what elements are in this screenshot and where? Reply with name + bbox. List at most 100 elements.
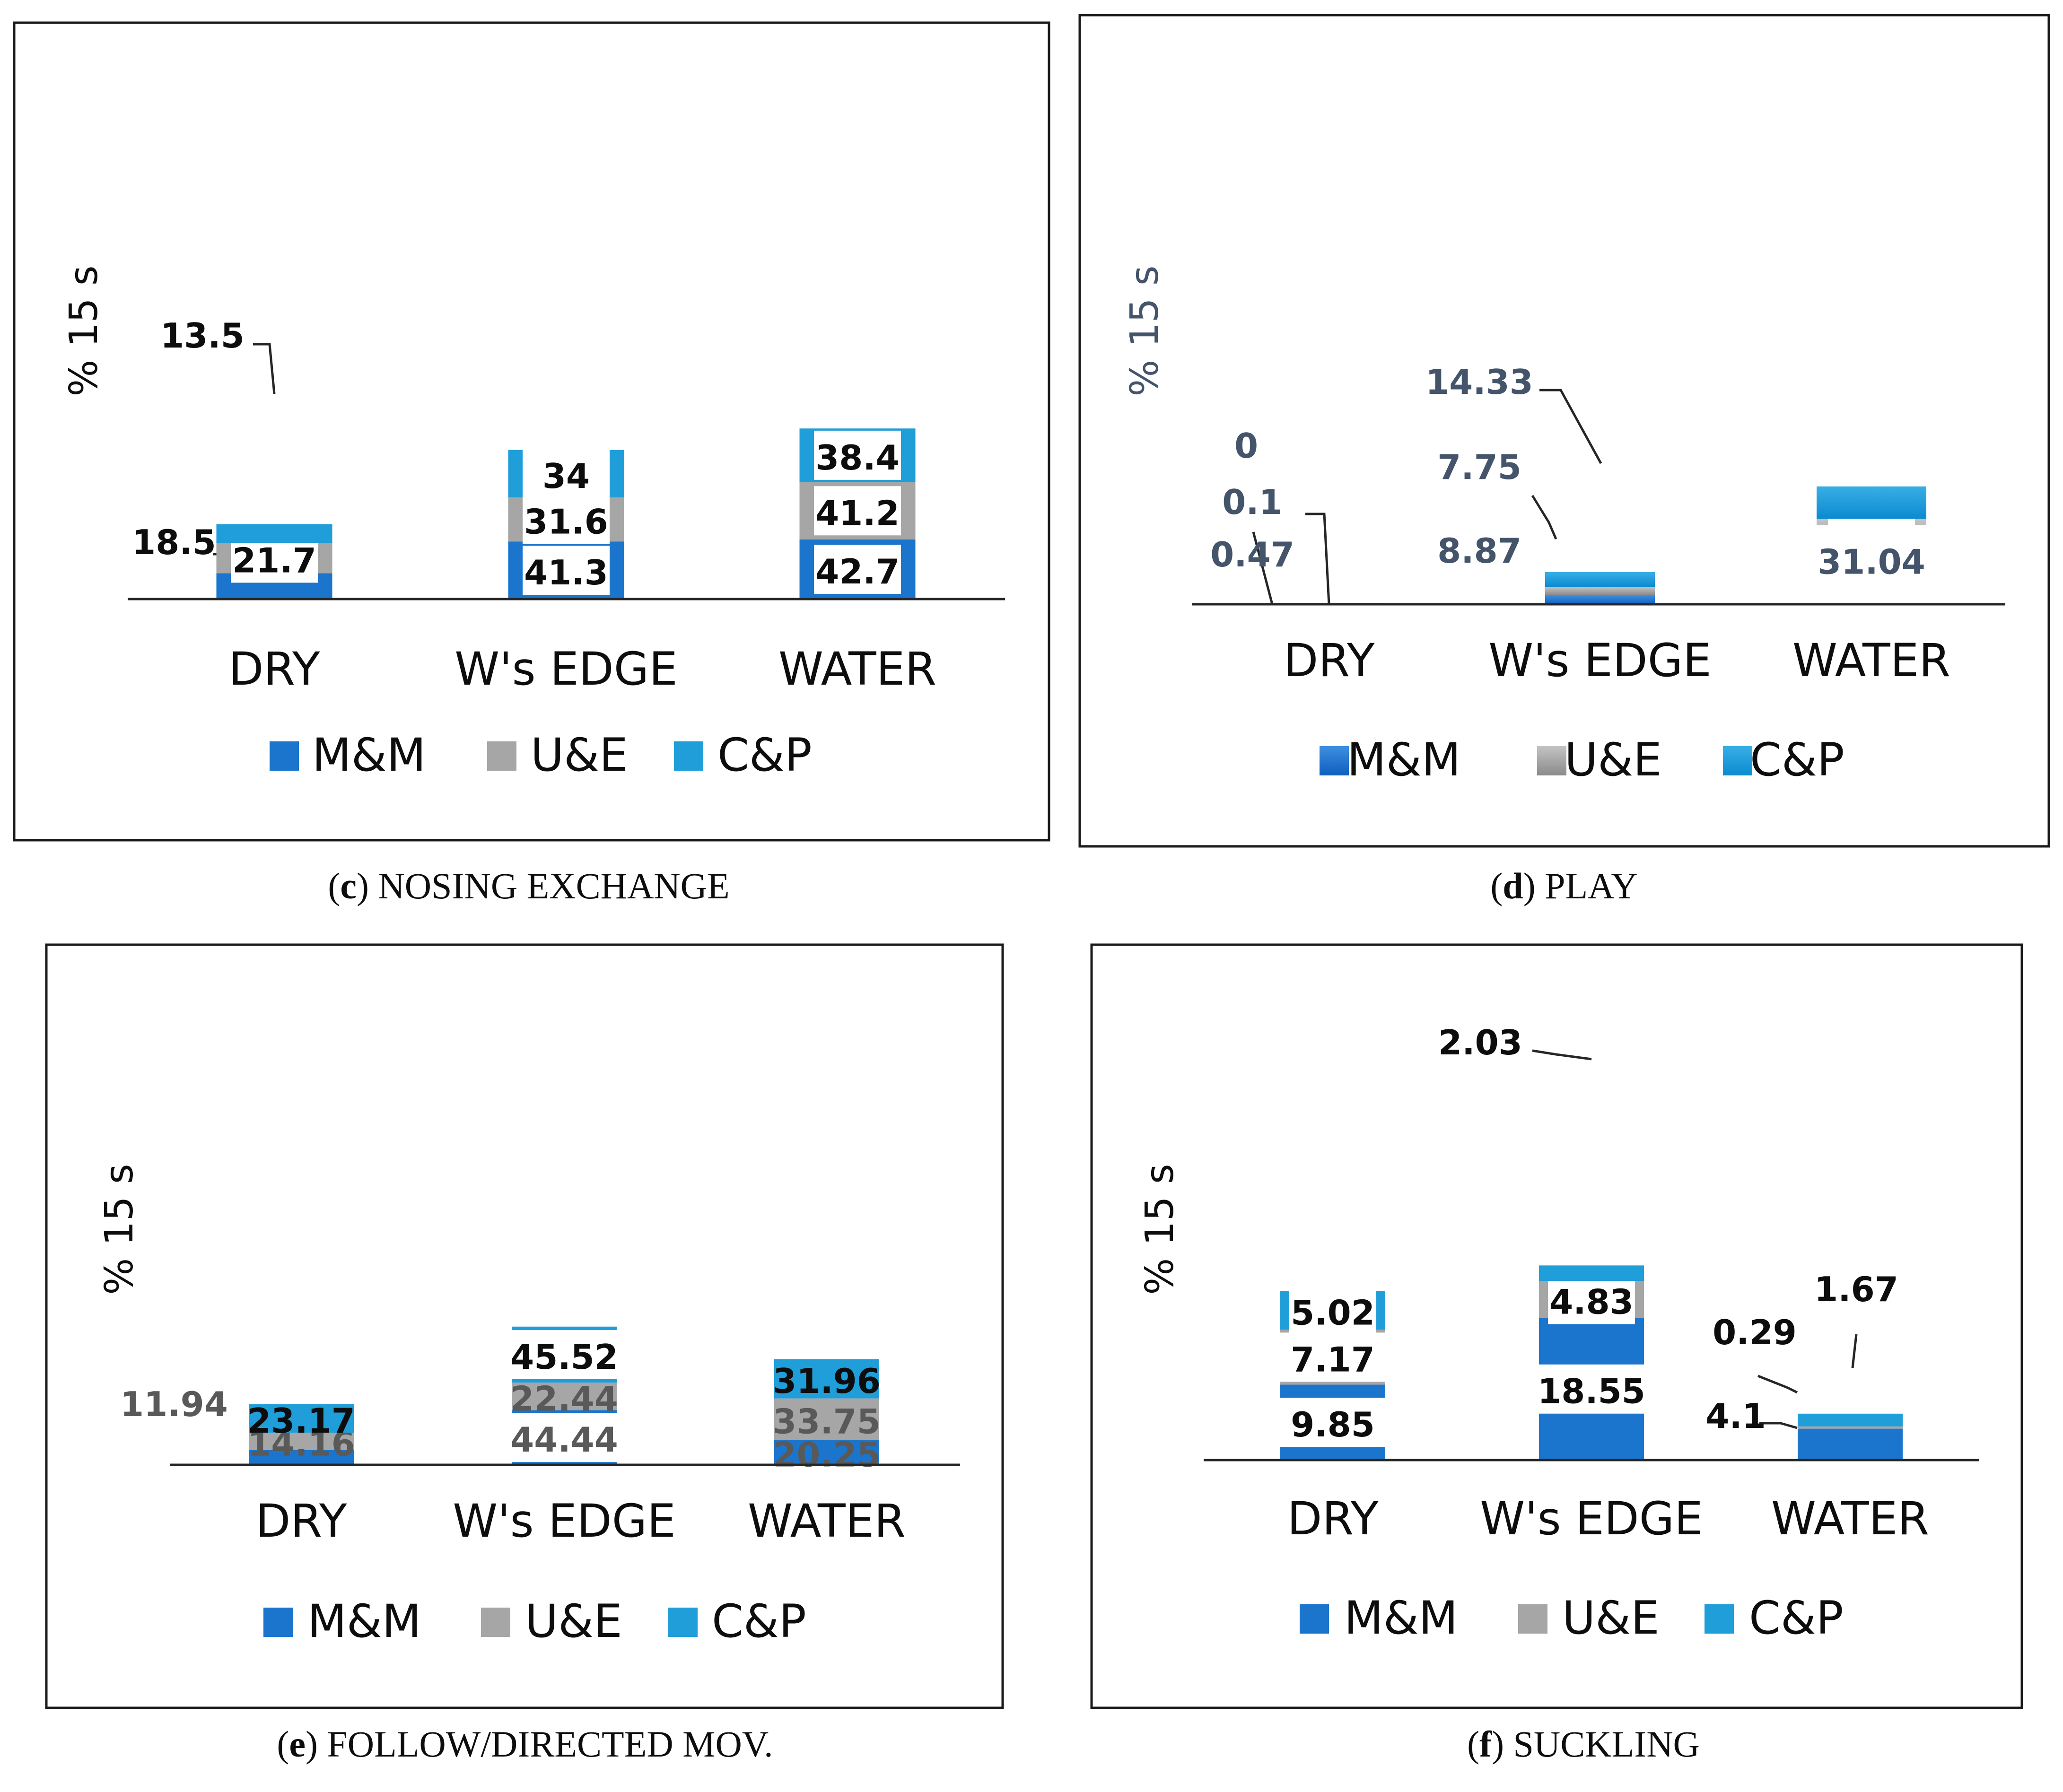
data-label: 7.17 <box>1291 1340 1375 1379</box>
data-label: 11.94 <box>120 1384 228 1424</box>
data-label: 45.52 <box>510 1337 618 1377</box>
y-axis-label: % 15 s <box>1122 265 1167 396</box>
legend-entry-cp: C&P <box>1749 1592 1844 1644</box>
data-label: 13.5 <box>160 316 245 356</box>
bar-ue-3 <box>1798 1426 1903 1429</box>
callout-line <box>1759 1422 1798 1429</box>
data-label: 21.7 <box>232 540 316 580</box>
legend-entry-ue: U&E <box>1562 1592 1660 1644</box>
data-label-box <box>523 546 610 595</box>
tick-label-x: DRY <box>255 1495 347 1548</box>
bar-cp-1 <box>216 524 332 543</box>
tick-label-x: WATER <box>1771 1492 1929 1545</box>
legend-swatch-ue <box>481 1608 510 1637</box>
chart-frame <box>1090 943 2023 1709</box>
legend-swatch-mm <box>270 741 299 771</box>
data-label: 7.75 <box>1437 447 1521 487</box>
callout-line <box>1539 389 1602 464</box>
data-label: 22.44 <box>510 1379 618 1418</box>
legend-entry-ue: U&E <box>1565 733 1662 786</box>
data-label: 0.1 <box>1222 482 1283 522</box>
panel-caption: (f) SUCKLING <box>1467 1723 1700 1765</box>
legend-swatch-cp <box>1723 746 1752 775</box>
data-label: 0.29 <box>1713 1313 1797 1352</box>
legend-entry-mm: M&M <box>307 1595 421 1648</box>
legend-swatch-cp <box>674 741 703 771</box>
data-label: 2.03 <box>1438 1023 1522 1062</box>
legend-entry-cp: C&P <box>1750 733 1844 786</box>
data-label: 18.55 <box>1538 1372 1645 1411</box>
tick-label-x: DRY <box>1287 1492 1378 1545</box>
data-label: 5.02 <box>1291 1293 1375 1333</box>
legend-swatch-ue <box>1518 1604 1547 1634</box>
data-label: 33.75 <box>773 1401 881 1441</box>
bar-mm-3 <box>1798 1428 1903 1460</box>
label-gap <box>1538 1364 1645 1414</box>
data-label: 8.87 <box>1437 531 1521 571</box>
chart-panel-e: % 15 s11.9414.1623.17DRY44.4422.4445.52W… <box>45 943 1004 1709</box>
data-label: 42.7 <box>815 552 900 592</box>
legend-swatch-mm <box>263 1608 293 1637</box>
chart-frame <box>13 21 1050 842</box>
panel-caption: (c) NOSING EXCHANGE <box>328 865 729 906</box>
data-label: 34 <box>542 456 590 496</box>
legend-entry-ue: U&E <box>531 729 628 782</box>
callout-line <box>1757 1374 1798 1394</box>
data-label: 0.47 <box>1210 535 1294 574</box>
bar-cp-1 <box>249 1404 354 1433</box>
data-label-box <box>814 486 901 536</box>
tick-label-x: WATER <box>1792 634 1950 687</box>
panel-caption: (d) PLAY <box>1490 865 1637 906</box>
tick-label-x: W's EDGE <box>453 1495 675 1548</box>
bar-cp-2 <box>1545 572 1655 587</box>
callout-line <box>1252 531 1274 605</box>
bar-mm-3 <box>774 1440 879 1465</box>
bar-ue-2 <box>512 1383 617 1410</box>
data-label: 38.4 <box>815 438 900 478</box>
data-label: 31.96 <box>773 1361 881 1401</box>
callout-line <box>1531 495 1557 539</box>
legend-entry-cp: C&P <box>717 729 812 782</box>
tick-label-x: DRY <box>228 643 320 696</box>
label-gap <box>1816 525 1927 596</box>
bar-cp-3 <box>1798 1413 1903 1427</box>
data-label-box <box>1289 1332 1376 1382</box>
legend-swatch-mm <box>1320 746 1349 775</box>
panel-caption: (e) FOLLOW/DIRECTED MOV. <box>277 1723 773 1765</box>
data-label-box <box>523 449 610 498</box>
data-label-box <box>1289 1398 1376 1447</box>
y-axis-label: % 15 s <box>97 1164 142 1295</box>
legend-entry-mm: M&M <box>1347 733 1461 786</box>
tick-label-x: WATER <box>778 643 936 696</box>
y-axis-label: % 15 s <box>61 265 106 396</box>
legend-swatch-cp <box>668 1608 698 1637</box>
data-label: 9.85 <box>1291 1405 1375 1444</box>
bar-cp-3 <box>774 1359 879 1399</box>
data-label-box <box>814 545 901 594</box>
data-label-box <box>814 430 901 480</box>
legend-entry-ue: U&E <box>525 1595 622 1648</box>
bar-mm-2 <box>1545 595 1655 604</box>
label-gap <box>511 1330 618 1379</box>
legend-entry-mm: M&M <box>312 729 426 782</box>
chart-frame <box>45 943 1004 1709</box>
callout-line <box>1532 1049 1592 1061</box>
legend-swatch-cp <box>1705 1604 1734 1634</box>
data-label: 23.17 <box>247 1401 355 1441</box>
data-label: 41.3 <box>524 553 608 592</box>
legend-entry-mm: M&M <box>1344 1592 1458 1644</box>
legend-swatch-ue <box>487 741 516 771</box>
tick-label-x: W's EDGE <box>455 643 677 696</box>
data-label: 31.6 <box>524 502 608 542</box>
data-label: 18.5 <box>132 522 216 562</box>
data-label: 14.33 <box>1425 362 1533 402</box>
chart-panel-c: % 15 s 18.5 21.7 13.5 DRY 41.3 31.6 34 W's EDGE 4… <box>13 21 1050 842</box>
callout-line <box>1305 513 1330 605</box>
callout-line <box>253 343 276 394</box>
bar-cp-2 <box>1539 1265 1644 1281</box>
tick-label-x: W's EDGE <box>1488 634 1711 687</box>
data-label: 41.2 <box>815 493 900 533</box>
data-label-box <box>1548 1275 1635 1324</box>
